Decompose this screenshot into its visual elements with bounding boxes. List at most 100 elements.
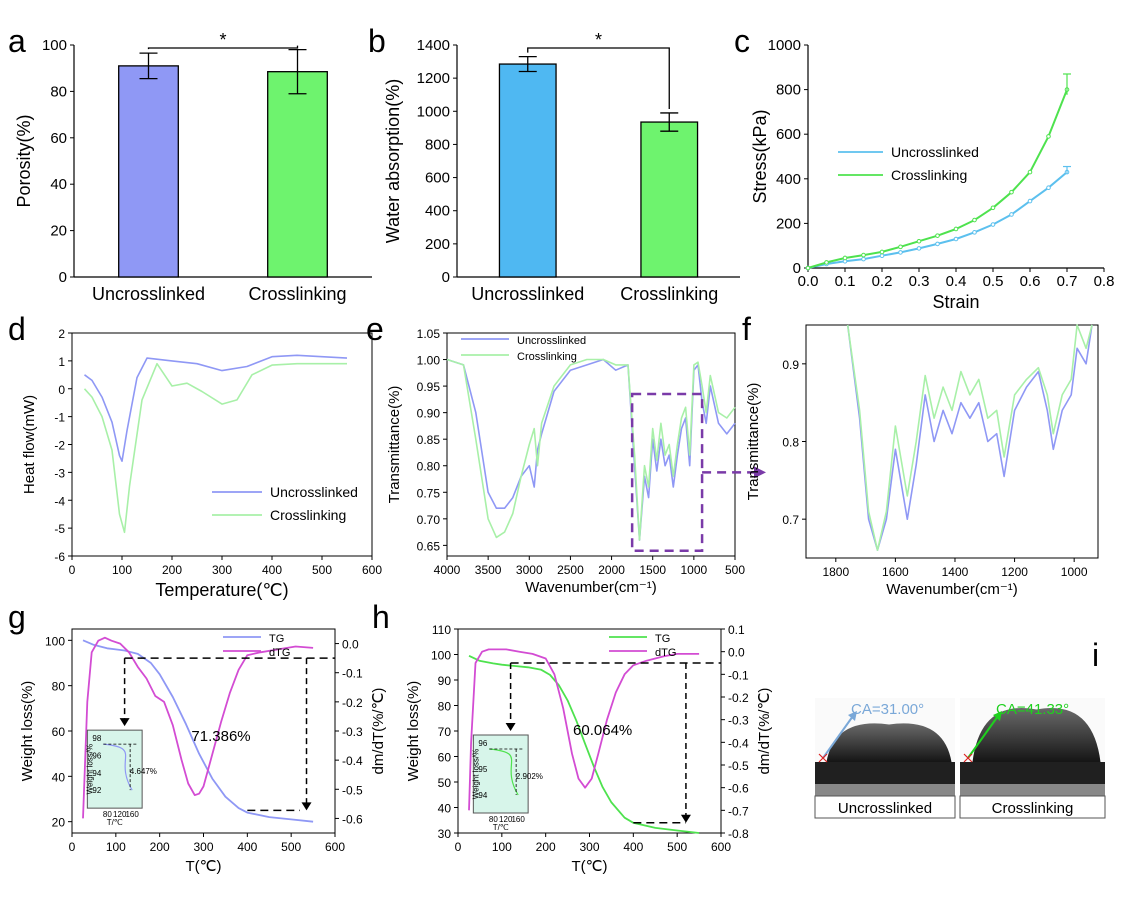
inset-y-label-g: Weight loss/% — [85, 744, 94, 795]
y-tick-label-right-h: -0.5 — [728, 759, 749, 773]
photo-caption-right: Crosslinking — [992, 800, 1074, 817]
data-point-c — [879, 249, 885, 255]
x-tick-label-e: 1000 — [681, 563, 708, 577]
x-tick-label-d: 600 — [362, 563, 382, 577]
water-droplet-right — [972, 708, 1101, 762]
y-tick-label-b: 200 — [425, 236, 450, 253]
x-axis-label-c: Strain — [932, 292, 979, 312]
angle-arrow-right — [967, 715, 999, 759]
series-line-d-uncrosslinked — [84, 354, 348, 463]
mass-loss-annotation-g: 71.386% — [191, 728, 250, 745]
y-tick-label-h: 60 — [438, 751, 452, 765]
angle-arrowhead-right — [993, 711, 1002, 721]
y-axis-label-e: Transmittance(%) — [386, 386, 403, 504]
y-tick-label-h: 70 — [438, 725, 452, 739]
x-tick-label-f: 1000 — [1061, 565, 1088, 579]
inset-x-label-g: T/℃ — [107, 818, 123, 827]
data-point-c — [1046, 185, 1051, 191]
inset-value-h: 2.902% — [516, 772, 543, 781]
data-point-c — [916, 246, 922, 251]
y-axis-label-c: Stress(kPa) — [750, 109, 770, 203]
y-tick-label-e: 0.75 — [417, 486, 441, 500]
panel-label-c: c — [734, 23, 750, 59]
y-tick-label-d: 2 — [58, 327, 65, 341]
x-axis-label-g: T(℃) — [186, 858, 222, 875]
y-tick-label-c: 600 — [776, 126, 801, 143]
panel-label-a: a — [8, 23, 26, 59]
inset-y-tick-h: 94 — [478, 791, 487, 800]
inset-y-tick-h: 96 — [478, 739, 487, 748]
photo-reflection-right — [960, 784, 1105, 796]
data-point-c — [824, 260, 829, 265]
x-tick-label-c: 0.2 — [872, 273, 893, 290]
inset-y-tick-g: 96 — [92, 751, 101, 760]
y-tick-label-e: 1.00 — [417, 354, 441, 368]
bar-b-uncrosslinked — [498, 63, 557, 278]
x-axis-label-h: T(℃) — [572, 858, 608, 875]
y-axis-label-b: Water absorption(%) — [383, 79, 403, 243]
y-axis-label-a: Porosity(%) — [14, 114, 34, 207]
inset-x-tick-g: 160 — [125, 810, 139, 819]
inset-x-tick-g: 120 — [113, 810, 127, 819]
x-tick-label-e: 2500 — [557, 563, 584, 577]
x-tick-label-e: 500 — [725, 563, 745, 577]
y-tick-label-d: 1 — [58, 355, 65, 369]
x-tick-label-e: 3000 — [516, 563, 543, 577]
inset-arrowhead-h — [505, 723, 516, 731]
y-axis-label-h: Weight loss(%) — [405, 681, 422, 782]
x-tick-label-f: 1600 — [882, 565, 909, 579]
y-axis-label-right-g: dm/dT(%/℃) — [370, 688, 387, 775]
y-tick-label-right-h: -0.1 — [728, 668, 749, 682]
inset-x-tick-h: 80 — [489, 815, 498, 824]
legend-label-h-tg: TG — [655, 633, 670, 645]
angle-arrowhead-left — [848, 711, 857, 721]
y-tick-label-b: 1400 — [417, 37, 450, 54]
y-tick-label-g: 20 — [52, 816, 66, 830]
y-tick-label-a: 80 — [50, 83, 67, 100]
y-tick-label-right-g: -0.4 — [342, 754, 363, 768]
y-tick-label-right-h: -0.2 — [728, 691, 749, 705]
data-point-c — [990, 205, 996, 211]
y-tick-label-d: -5 — [54, 522, 65, 536]
y-tick-label-b: 600 — [425, 170, 450, 187]
legend-label-g-tg: TG — [269, 633, 284, 645]
inset-curve-g — [103, 743, 133, 791]
x-tick-label-c: 0.0 — [798, 273, 819, 290]
data-point-c — [972, 230, 977, 235]
x-axis-label-e: Wavenumber(cm⁻¹) — [525, 579, 657, 596]
legend-label-e-crosslinking: Crosslinking — [517, 351, 577, 363]
inset-curve-h — [489, 748, 519, 796]
y-tick-label-right-g: -0.2 — [342, 696, 363, 710]
y-tick-label-b: 1200 — [417, 70, 450, 87]
inset-x-tick-h: 160 — [511, 815, 525, 824]
inset-y-tick-g: 92 — [92, 786, 101, 795]
y-tick-label-e: 0.65 — [417, 539, 441, 553]
panel-label-h: h — [372, 599, 390, 635]
guide-arrowhead-h — [680, 814, 691, 823]
x-category-label-a: Crosslinking — [248, 284, 346, 304]
y-tick-label-f: 0.8 — [782, 436, 799, 450]
y-tick-label-e: 1.05 — [417, 327, 441, 341]
inset-frame-g — [86, 729, 143, 809]
y-tick-label-right-h: -0.3 — [728, 714, 749, 728]
y-tick-label-b: 400 — [425, 203, 450, 220]
legend-label-g-dtg: dTG — [269, 647, 290, 659]
contact-angle-label-right: CA=41.33° — [996, 701, 1069, 718]
legend-label-d-uncrosslinked: Uncrosslinked — [270, 484, 358, 500]
data-point-c — [861, 256, 866, 262]
y-tick-label-g: 40 — [52, 770, 66, 784]
x-tick-label-c: 0.7 — [1057, 273, 1078, 290]
y-tick-label-a: 100 — [42, 37, 67, 54]
series-line-f-crosslinking — [846, 324, 1093, 552]
y-tick-label-h: 100 — [431, 649, 451, 663]
significance-bracket-b — [527, 47, 670, 109]
data-point-c — [935, 241, 940, 247]
x-tick-label-d: 0 — [69, 563, 76, 577]
x-tick-label-c: 0.4 — [946, 273, 967, 290]
x-tick-label-d: 400 — [262, 563, 282, 577]
panel-label-f: f — [742, 311, 751, 347]
y-tick-label-e: 0.95 — [417, 380, 441, 394]
x-tick-label-h: 0 — [455, 840, 462, 854]
mass-loss-annotation-h: 60.064% — [573, 722, 632, 739]
y-tick-label-b: 1000 — [417, 103, 450, 120]
